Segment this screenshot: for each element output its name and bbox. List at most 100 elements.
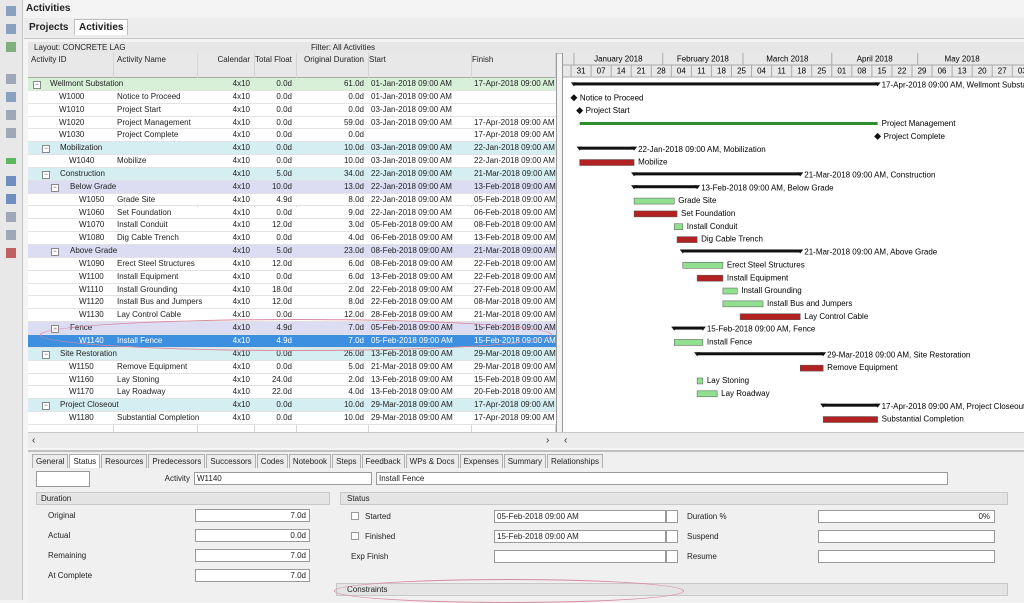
activity-row[interactable] — [28, 412, 556, 425]
column-header[interactable]: Start — [369, 55, 386, 64]
detail-tab[interactable]: Notebook — [288, 454, 332, 468]
activity-row[interactable] — [28, 206, 556, 220]
calendar: 4x10 — [232, 130, 250, 140]
activity-row[interactable] — [28, 283, 556, 297]
detail-tab[interactable]: Feedback — [361, 454, 405, 468]
exp-finish-field[interactable] — [494, 550, 666, 563]
activity-row[interactable] — [28, 257, 556, 271]
section-header: Duration — [36, 492, 330, 505]
expander[interactable]: − — [42, 402, 50, 411]
summary-bar — [634, 185, 698, 189]
icon[interactable] — [6, 6, 16, 16]
activity-row[interactable] — [28, 296, 556, 310]
activity-row[interactable] — [28, 155, 556, 168]
detail-tab[interactable]: Relationships — [546, 454, 603, 468]
detail-tab[interactable]: Summary — [503, 454, 546, 468]
activity-row[interactable] — [28, 193, 556, 207]
detail-tab[interactable]: General — [32, 454, 69, 468]
detail-tab[interactable]: WPs & Docs — [405, 454, 459, 468]
checkbox[interactable] — [351, 512, 359, 520]
suspend-field[interactable] — [818, 530, 995, 543]
total-float: 12.0d — [271, 297, 292, 307]
wbs-row[interactable] — [28, 245, 556, 258]
wbs-row[interactable] — [28, 180, 556, 194]
expander[interactable]: − — [42, 170, 50, 179]
icon[interactable] — [6, 24, 16, 34]
wbs-row[interactable] — [28, 78, 556, 91]
spinner[interactable] — [36, 471, 90, 487]
detail-tab[interactable]: Successors — [206, 454, 256, 468]
icon[interactable] — [6, 194, 16, 204]
field-value[interactable]: 0.0d — [195, 529, 310, 542]
column-header[interactable]: Activity Name — [117, 55, 166, 64]
icon[interactable] — [6, 158, 16, 164]
icon[interactable] — [6, 128, 16, 138]
activity-bar — [696, 377, 704, 385]
wbs-row[interactable] — [28, 347, 556, 361]
activity-row[interactable] — [28, 116, 556, 130]
activity-row[interactable] — [28, 360, 556, 374]
expander[interactable]: − — [51, 183, 59, 192]
icon[interactable] — [6, 42, 16, 52]
activity-id: W1090 — [79, 258, 105, 268]
activity-id-field[interactable]: W1140 — [194, 472, 372, 485]
expander[interactable]: − — [42, 145, 50, 154]
detail-tab[interactable]: Expenses — [459, 454, 503, 468]
wbs-row[interactable] — [28, 142, 556, 156]
tab[interactable]: Projects — [29, 22, 69, 33]
activity-row[interactable] — [28, 270, 556, 284]
layout-label[interactable]: Layout: CONCRETE LAG — [34, 43, 126, 52]
column-header[interactable]: Total Float — [255, 55, 292, 64]
icon[interactable] — [6, 92, 16, 102]
detail-tab[interactable]: Resources — [101, 454, 148, 468]
gantt-label: Mobilize — [638, 158, 668, 167]
filter-label[interactable]: Filter: All Activities — [311, 43, 376, 52]
expander[interactable]: − — [33, 81, 41, 89]
detail-tab[interactable]: Steps — [332, 454, 361, 468]
activity-row[interactable] — [28, 386, 556, 400]
wbs-row[interactable] — [28, 399, 556, 413]
field-label: Exp Finish — [351, 552, 389, 561]
finished-field[interactable]: 15-Feb-2018 09:00 AM — [494, 530, 666, 543]
finish: 05-Feb-2018 09:00 AM — [474, 194, 556, 204]
column-header[interactable]: Finish — [472, 55, 494, 64]
wbs-row[interactable] — [28, 167, 556, 181]
icon[interactable] — [6, 248, 16, 258]
picker-button[interactable] — [666, 510, 678, 523]
expander[interactable]: − — [51, 248, 59, 257]
activity-row[interactable] — [28, 129, 556, 143]
picker-button[interactable] — [666, 530, 678, 543]
field-value[interactable]: 7.0d — [195, 549, 310, 562]
duration-pct-field[interactable]: 0% — [818, 510, 995, 523]
column-header[interactable]: Activity ID — [31, 55, 67, 64]
gantt-label: Notice to Proceed — [580, 93, 644, 102]
started-field[interactable]: 05-Feb-2018 09:00 AM — [494, 510, 666, 523]
activity-row[interactable] — [28, 90, 556, 104]
scroll-left[interactable]: ‹ — [32, 435, 36, 446]
activity-name-field[interactable]: Install Fence — [376, 472, 948, 485]
checkbox[interactable] — [351, 532, 359, 540]
detail-tab[interactable]: Status — [69, 454, 101, 468]
field-value[interactable]: 7.0d — [195, 569, 310, 582]
detail-tab[interactable]: Codes — [256, 454, 288, 468]
resume-field[interactable] — [818, 550, 995, 563]
detail-tab[interactable]: Predecessors — [148, 454, 206, 468]
activity-row[interactable] — [28, 232, 556, 246]
icon[interactable] — [6, 176, 16, 186]
activity-row[interactable] — [28, 373, 556, 387]
icon[interactable] — [6, 74, 16, 84]
expander[interactable]: − — [42, 350, 50, 359]
column-header[interactable]: Original Duration — [303, 55, 364, 64]
tab-active[interactable]: Activities — [74, 19, 129, 35]
icon[interactable] — [6, 230, 16, 240]
activity-row[interactable] — [28, 103, 556, 117]
icon[interactable] — [6, 212, 16, 222]
column-header[interactable]: Calendar — [217, 55, 250, 64]
field-value[interactable]: 7.0d — [195, 509, 310, 522]
scroll-left[interactable]: ‹ — [564, 435, 568, 446]
picker-button[interactable] — [666, 550, 678, 563]
activity-row[interactable] — [28, 219, 556, 233]
icon[interactable] — [6, 110, 16, 120]
activity-id: W1020 — [59, 117, 85, 127]
scroll-right[interactable]: › — [546, 435, 550, 446]
